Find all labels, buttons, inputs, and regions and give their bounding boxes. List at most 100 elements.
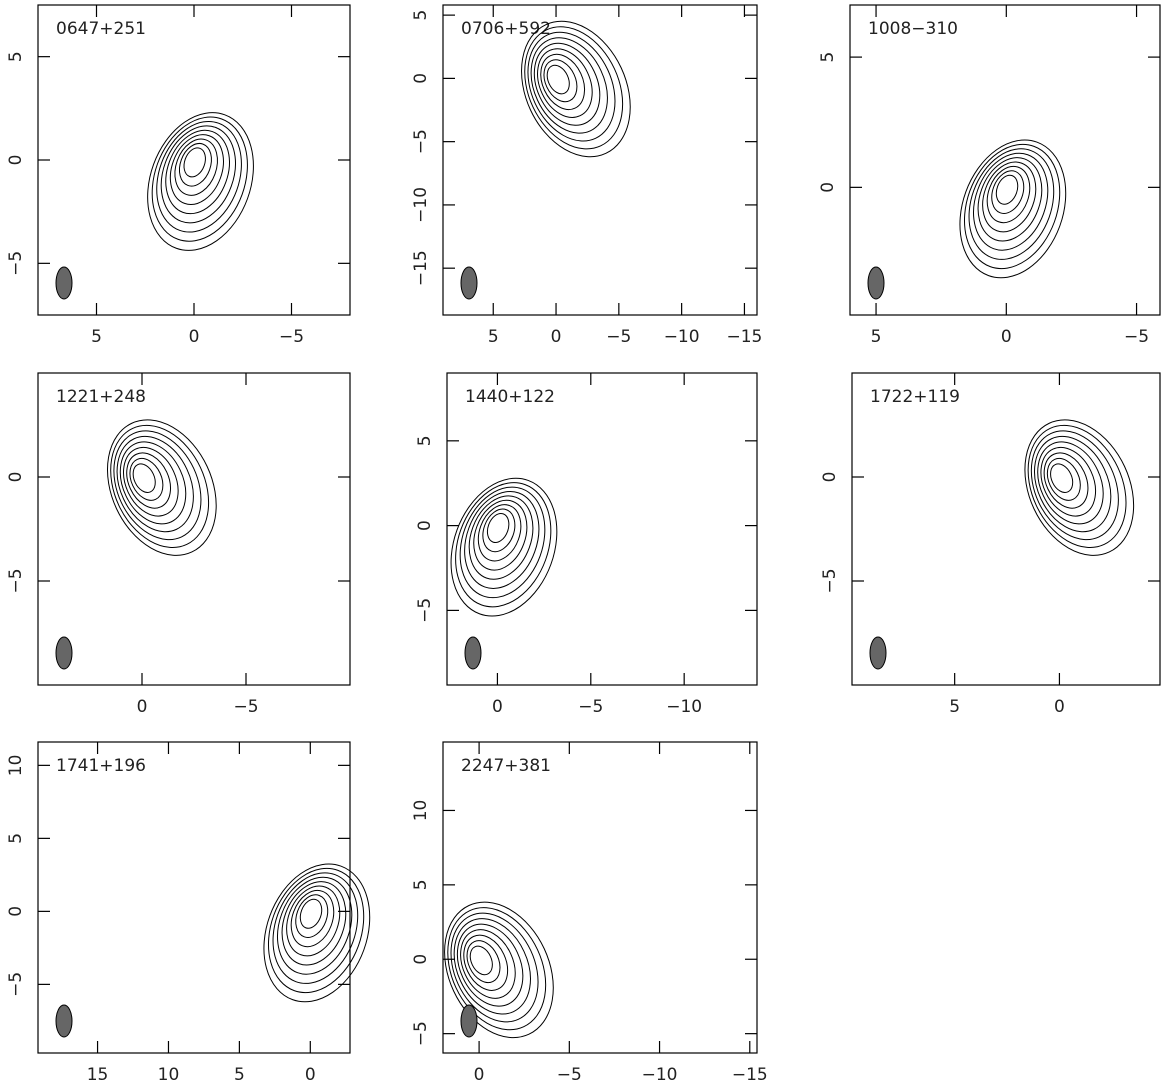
x-tick-label: 10 bbox=[158, 1065, 180, 1085]
plot-frame bbox=[852, 373, 1160, 685]
panel-title: 1722+119 bbox=[870, 387, 960, 407]
contour-line bbox=[445, 475, 559, 609]
contour-line bbox=[522, 33, 613, 136]
y-tick-label: 5 bbox=[411, 879, 431, 890]
y-tick-label: 5 bbox=[411, 10, 431, 21]
contour-line bbox=[142, 110, 256, 244]
panel: 1722+119 5 0 −5 0 bbox=[820, 373, 1160, 717]
beam bbox=[56, 1005, 72, 1037]
y-tick-label: −5 bbox=[415, 598, 435, 623]
y-tick-label: 0 bbox=[820, 472, 840, 483]
x-tick-label: 5 bbox=[871, 327, 882, 347]
contour-line bbox=[108, 431, 199, 534]
x-tick-label: −10 bbox=[664, 327, 700, 347]
y-tick-label: −5 bbox=[6, 972, 26, 997]
y-tick-label: 0 bbox=[415, 520, 435, 531]
panel: 2247+381 0 −5 −10 −15 −5 0 5 10 bbox=[411, 742, 768, 1085]
y-tick-label: 5 bbox=[818, 52, 838, 63]
contour-line bbox=[954, 137, 1068, 271]
y-tick-label: 0 bbox=[6, 155, 26, 166]
contour-line bbox=[113, 439, 189, 525]
x-tick-label: 0 bbox=[474, 1065, 485, 1085]
contour-line bbox=[993, 172, 1022, 207]
x-tick-label: −10 bbox=[666, 697, 702, 717]
contour-line bbox=[484, 510, 513, 545]
beam bbox=[56, 267, 72, 299]
y-tick-label: −5 bbox=[411, 129, 431, 154]
contour-line bbox=[1041, 453, 1087, 506]
contour-line bbox=[429, 892, 565, 1046]
x-tick-label: 0 bbox=[189, 327, 200, 347]
x-tick-label: 0 bbox=[305, 1065, 316, 1085]
y-tick-label: −15 bbox=[411, 250, 431, 286]
x-tick-label: 0 bbox=[1001, 327, 1012, 347]
panel-title: 1741+196 bbox=[56, 756, 146, 776]
contour-line bbox=[1009, 409, 1145, 563]
x-tick-label: −5 bbox=[557, 1065, 582, 1085]
y-tick-label: 5 bbox=[415, 435, 435, 446]
beam bbox=[56, 637, 72, 669]
beam bbox=[461, 1005, 477, 1037]
x-tick-label: −5 bbox=[606, 327, 631, 347]
contour-line bbox=[258, 861, 372, 995]
plot-frame bbox=[38, 5, 350, 315]
x-tick-label: −5 bbox=[578, 697, 603, 717]
x-tick-label: 0 bbox=[551, 327, 562, 347]
panel-title: 1008−310 bbox=[868, 19, 958, 39]
x-tick-label: 5 bbox=[234, 1065, 245, 1085]
y-tick-label: 5 bbox=[6, 833, 26, 844]
x-tick-label: 5 bbox=[949, 697, 960, 717]
plot-frame bbox=[38, 373, 350, 685]
y-tick-label: −5 bbox=[820, 568, 840, 593]
figure: 0647+25150−5−5050706+59250−5−10−15−15−10… bbox=[0, 0, 1161, 1087]
y-tick-label: −5 bbox=[6, 251, 26, 276]
y-tick-label: 10 bbox=[411, 800, 431, 822]
y-tick-label: 0 bbox=[6, 906, 26, 917]
plot-frame bbox=[443, 5, 757, 315]
y-tick-label: 0 bbox=[411, 954, 431, 965]
y-tick-label: 10 bbox=[6, 755, 26, 777]
x-tick-label: −15 bbox=[726, 327, 762, 347]
contour-line bbox=[296, 896, 325, 931]
x-tick-label: 5 bbox=[488, 327, 499, 347]
y-tick-label: 5 bbox=[6, 51, 26, 62]
contour-line bbox=[92, 409, 228, 563]
contour-line bbox=[180, 145, 209, 180]
contour-line bbox=[1025, 431, 1116, 534]
page: 0647+25150−5−5050706+59250−5−10−15−15−10… bbox=[0, 0, 1161, 1087]
x-tick-label: −5 bbox=[233, 697, 258, 717]
beam bbox=[868, 267, 884, 299]
y-tick-label: 0 bbox=[411, 73, 431, 84]
y-tick-label: 0 bbox=[6, 472, 26, 483]
x-tick-label: 0 bbox=[1054, 697, 1065, 717]
contour-line bbox=[450, 921, 526, 1007]
contour-line bbox=[461, 935, 507, 988]
panel-title: 2247+381 bbox=[461, 756, 551, 776]
x-tick-label: −15 bbox=[732, 1065, 768, 1085]
plot-frame bbox=[447, 373, 757, 685]
contour-line bbox=[445, 913, 536, 1016]
contour-line bbox=[527, 40, 603, 126]
panel: 1440+122 0 −5 −10 −5 0 5 bbox=[415, 373, 757, 717]
contour-line bbox=[538, 54, 584, 107]
y-tick-label: −5 bbox=[6, 568, 26, 593]
contour-line bbox=[124, 453, 170, 506]
y-tick-label: −10 bbox=[411, 187, 431, 223]
panel-title: 1221+248 bbox=[56, 387, 146, 407]
x-tick-label: −5 bbox=[279, 327, 304, 347]
x-tick-label: 0 bbox=[492, 697, 503, 717]
y-tick-label: −5 bbox=[411, 1021, 431, 1046]
x-tick-label: 15 bbox=[87, 1065, 109, 1085]
x-tick-label: −5 bbox=[1124, 327, 1149, 347]
beam bbox=[465, 637, 481, 669]
beam bbox=[870, 637, 886, 669]
panel: 1741+196 15 10 5 0 −5 0 5 10 bbox=[6, 742, 388, 1085]
plot-frame bbox=[443, 742, 757, 1053]
x-tick-label: −10 bbox=[642, 1065, 678, 1085]
contour-line bbox=[1030, 439, 1106, 525]
panel-title: 1440+122 bbox=[465, 387, 555, 407]
panel-title: 0647+251 bbox=[56, 19, 146, 39]
